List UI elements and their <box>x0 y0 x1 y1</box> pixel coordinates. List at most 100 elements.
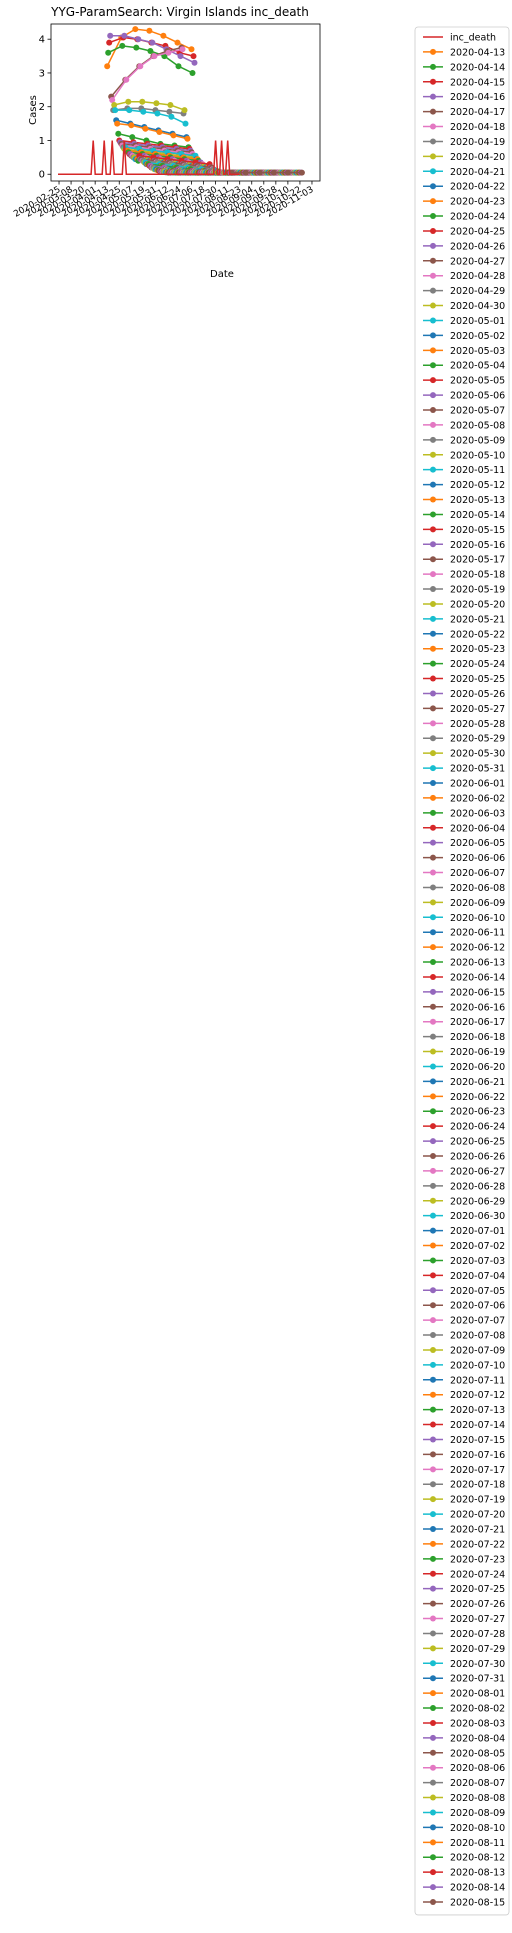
legend-swatch-marker-2020-05-05 <box>430 377 436 383</box>
forecast-point-2020-04-18-4 <box>165 50 171 56</box>
forecast-series-2020-04-18 <box>109 46 185 103</box>
legend-swatch-marker-2020-04-25 <box>430 228 436 234</box>
legend-swatch-marker-2020-04-27 <box>430 258 436 264</box>
forecast-point-2020-04-21-3 <box>154 111 160 117</box>
legend-swatch-marker-2020-05-30 <box>430 750 436 756</box>
legend-label-2020-04-28: 2020-04-28 <box>450 271 505 282</box>
legend-swatch-marker-2020-05-20 <box>430 601 436 607</box>
legend-swatch-marker-2020-06-07 <box>430 870 436 876</box>
forecast-point-2020-04-20-2 <box>139 99 145 105</box>
legend-label-2020-07-06: 2020-07-06 <box>450 1301 505 1312</box>
legend-label-2020-05-25: 2020-05-25 <box>450 674 505 685</box>
legend-swatch-marker-2020-05-14 <box>430 511 436 517</box>
forecast-point-2020-04-23-4 <box>171 132 177 138</box>
legend-label-2020-05-22: 2020-05-22 <box>450 629 505 640</box>
legend-swatch-marker-2020-08-11 <box>430 1839 436 1845</box>
legend-swatch-marker-2020-05-06 <box>430 392 436 398</box>
forecast-point-2020-04-16-5 <box>178 53 184 59</box>
legend-swatch-marker-2020-07-10 <box>430 1362 436 1368</box>
legend-swatch-marker-2020-05-11 <box>430 467 436 473</box>
legend-swatch-marker-2020-04-18 <box>430 124 436 130</box>
legend-swatch-marker-2020-06-19 <box>430 1049 436 1055</box>
legend-label-2020-06-02: 2020-06-02 <box>450 793 505 804</box>
legend-label-2020-05-08: 2020-05-08 <box>450 420 505 431</box>
legend-label-2020-06-04: 2020-06-04 <box>450 823 505 834</box>
legend-label-2020-05-09: 2020-05-09 <box>450 435 505 446</box>
forecast-point-2020-04-21-0 <box>112 107 118 113</box>
legend-swatch-marker-2020-04-30 <box>430 303 436 309</box>
forecast-point-2020-08-15-3 <box>271 170 277 176</box>
legend-swatch-marker-2020-06-05 <box>430 840 436 846</box>
legend-swatch-marker-2020-07-03 <box>430 1257 436 1263</box>
legend-label-2020-04-14: 2020-04-14 <box>450 62 505 73</box>
legend-swatch-marker-2020-08-12 <box>430 1854 436 1860</box>
legend-swatch-marker-2020-04-14 <box>430 64 436 70</box>
legend-swatch-marker-2020-06-27 <box>430 1168 436 1174</box>
legend-label-2020-06-12: 2020-06-12 <box>450 943 505 954</box>
forecast-point-2020-04-13-2 <box>132 26 138 32</box>
legend-swatch-marker-2020-08-05 <box>430 1750 436 1756</box>
legend-label-2020-05-26: 2020-05-26 <box>450 689 505 700</box>
legend-label-2020-07-16: 2020-07-16 <box>450 1450 505 1461</box>
legend-swatch-marker-2020-05-01 <box>430 317 436 323</box>
legend-swatch-marker-2020-08-01 <box>430 1690 436 1696</box>
forecast-point-2020-04-18-5 <box>180 46 186 52</box>
legend-swatch-marker-2020-04-15 <box>430 79 436 85</box>
forecast-point-2020-08-15-2 <box>257 170 263 176</box>
legend-swatch-marker-2020-06-12 <box>430 944 436 950</box>
legend-label-2020-04-21: 2020-04-21 <box>450 167 505 178</box>
legend-swatch-marker-2020-05-31 <box>430 765 436 771</box>
legend-swatch-marker-2020-06-21 <box>430 1078 436 1084</box>
legend-label-2020-05-12: 2020-05-12 <box>450 480 505 491</box>
legend-label-2020-07-28: 2020-07-28 <box>450 1629 505 1640</box>
legend-label-2020-08-06: 2020-08-06 <box>450 1763 505 1774</box>
legend-swatch-marker-2020-07-08 <box>430 1332 436 1338</box>
legend-label-2020-05-04: 2020-05-04 <box>450 361 505 372</box>
legend-label-2020-05-18: 2020-05-18 <box>450 570 505 581</box>
forecast-point-2020-04-13-6 <box>189 46 195 52</box>
legend-swatch-marker-2020-06-14 <box>430 974 436 980</box>
legend-swatch-marker-2020-04-17 <box>430 109 436 115</box>
legend-label-2020-08-05: 2020-08-05 <box>450 1748 505 1759</box>
legend-swatch-marker-2020-06-18 <box>430 1034 436 1040</box>
legend-label-2020-04-16: 2020-04-16 <box>450 92 505 103</box>
legend-swatch-marker-2020-05-25 <box>430 676 436 682</box>
legend-label-2020-08-07: 2020-08-07 <box>450 1778 505 1789</box>
forecast-point-2020-04-13-4 <box>160 33 166 39</box>
y-tick-label-2: 2 <box>39 102 45 113</box>
legend: inc_death2020-04-132020-04-142020-04-152… <box>415 27 509 1915</box>
legend-swatch-marker-2020-07-18 <box>430 1481 436 1487</box>
forecast-point-2020-04-21-4 <box>168 114 174 120</box>
legend-label-2020-05-05: 2020-05-05 <box>450 376 505 387</box>
legend-swatch-marker-2020-07-04 <box>430 1272 436 1278</box>
legend-label-2020-07-14: 2020-07-14 <box>450 1420 505 1431</box>
legend-label-2020-04-22: 2020-04-22 <box>450 182 505 193</box>
legend-swatch-marker-2020-07-28 <box>430 1630 436 1636</box>
legend-swatch-marker-2020-08-15 <box>430 1899 436 1905</box>
legend-swatch-marker-2020-06-02 <box>430 795 436 801</box>
legend-label-2020-07-17: 2020-07-17 <box>450 1465 505 1476</box>
legend-swatch-marker-2020-06-10 <box>430 914 436 920</box>
legend-label-2020-04-13: 2020-04-13 <box>450 47 505 58</box>
forecast-point-2020-04-21-5 <box>183 121 189 127</box>
legend-swatch-marker-2020-05-18 <box>430 571 436 577</box>
legend-label-2020-08-15: 2020-08-15 <box>450 1898 505 1909</box>
legend-swatch-marker-2020-06-25 <box>430 1138 436 1144</box>
legend-label-2020-06-03: 2020-06-03 <box>450 808 505 819</box>
legend-label-2020-05-06: 2020-05-06 <box>450 391 505 402</box>
forecast-point-2020-04-20-1 <box>125 99 131 105</box>
legend-swatch-marker-2020-06-11 <box>430 929 436 935</box>
legend-label-2020-04-17: 2020-04-17 <box>450 107 505 118</box>
forecast-point-2020-04-13-3 <box>146 28 152 34</box>
legend-label-2020-08-02: 2020-08-02 <box>450 1704 505 1715</box>
forecast-point-2020-04-13-0 <box>104 63 110 69</box>
legend-swatch-marker-2020-08-03 <box>430 1720 436 1726</box>
legend-label-2020-07-26: 2020-07-26 <box>450 1599 505 1610</box>
forecast-point-2020-08-15-1 <box>243 170 249 176</box>
legend-label-2020-06-10: 2020-06-10 <box>450 913 505 924</box>
legend-label-2020-06-30: 2020-06-30 <box>450 1211 505 1222</box>
forecast-point-2020-04-14-6 <box>190 70 196 76</box>
legend-label-2020-05-19: 2020-05-19 <box>450 585 505 596</box>
